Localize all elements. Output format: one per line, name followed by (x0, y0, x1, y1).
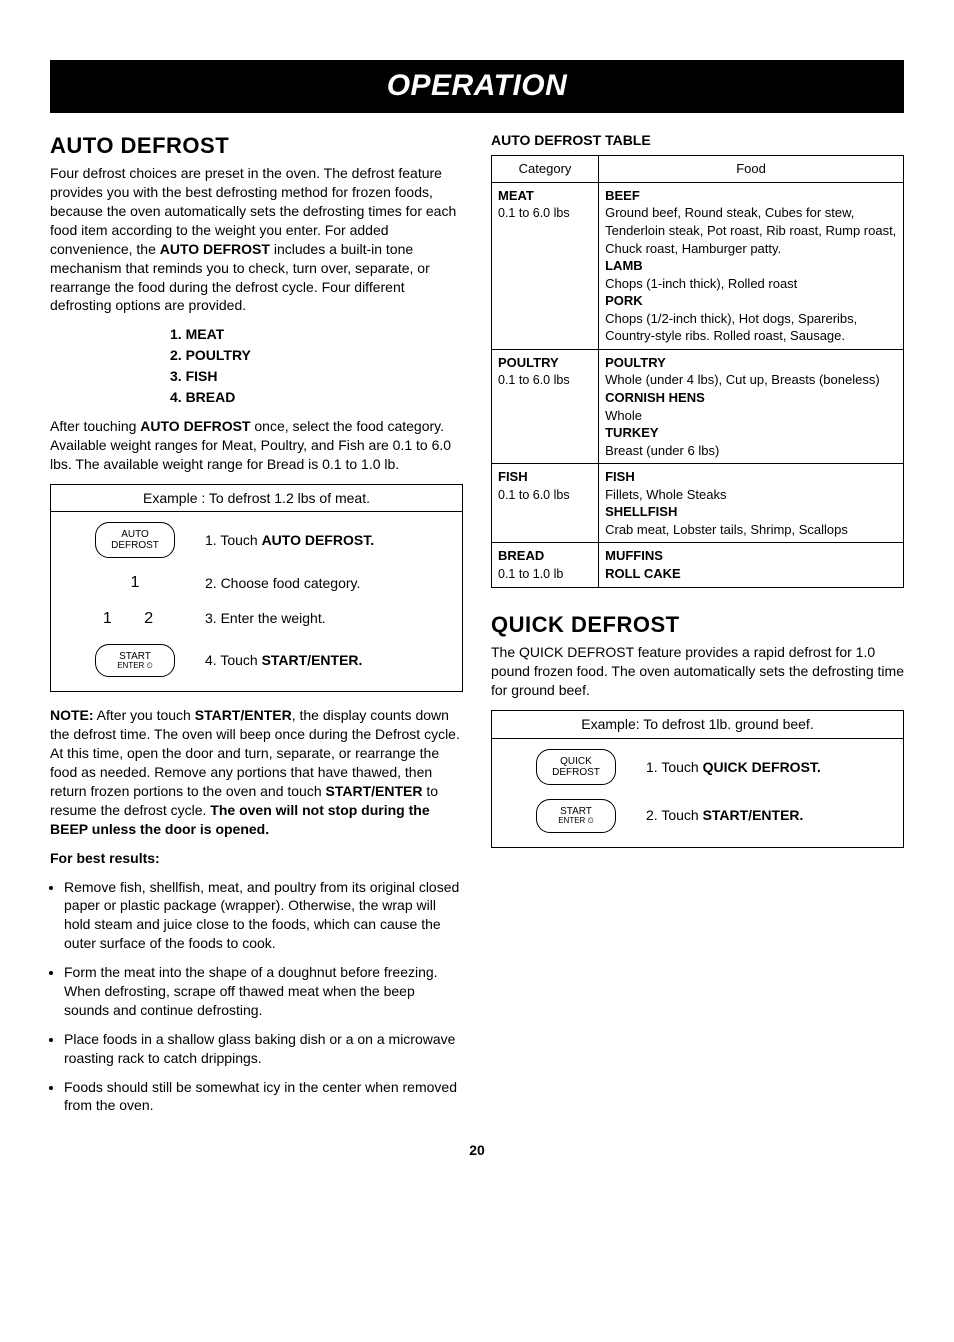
step-2-number: 1 (65, 572, 205, 594)
quick-defrost-example: Example: To defrost 1lb. ground beef. QU… (491, 710, 904, 848)
intro-bold: AUTO DEFROST (160, 241, 270, 257)
after-paragraph: After touching AUTO DEFROST once, select… (50, 417, 463, 474)
qd-step-2-text: 2. Touch START/ENTER. (646, 806, 889, 825)
tip-3: Place foods in a shallow glass baking di… (64, 1030, 463, 1068)
btn-auto-line2: DEFROST (106, 540, 164, 551)
quick-defrost-button-icon: QUICK DEFROST (536, 749, 616, 785)
th-category: Category (492, 156, 599, 183)
options-list: 1. MEAT 2. POULTRY 3. FISH 4. BREAD (170, 325, 463, 407)
table-row: POULTRY 0.1 to 6.0 lbs POULTRYWhole (unde… (492, 349, 904, 463)
intro-paragraph: Four defrost choices are preset in the o… (50, 164, 463, 315)
auto-defrost-heading: AUTO DEFROST (50, 131, 463, 161)
btn-start-line2: ENTER ⏲ (106, 662, 164, 671)
quick-defrost-intro: The QUICK DEFROST feature provides a rap… (491, 643, 904, 700)
banner-title: OPERATION (50, 60, 904, 113)
option-4: 4. BREAD (170, 388, 463, 407)
tip-1: Remove fish, shellfish, meat, and poultr… (64, 878, 463, 954)
start-enter-button-icon-2: START ENTER ⏲ (536, 799, 616, 833)
step-1-text: 1. Touch AUTO DEFROST. (205, 531, 448, 550)
note-b1: START/ENTER (195, 707, 292, 723)
option-2: 2. POULTRY (170, 346, 463, 365)
table-label: AUTO DEFROST TABLE (491, 131, 904, 150)
th-food: Food (599, 156, 904, 183)
catsub-fish: 0.1 to 6.0 lbs (498, 488, 570, 502)
cat-meat: MEAT (498, 188, 534, 203)
step-3-number: 1 2 (65, 608, 205, 630)
step-2-text: 2. Choose food category. (205, 574, 448, 593)
best-results-label: For best results: (50, 849, 463, 868)
option-1: 1. MEAT (170, 325, 463, 344)
note-1: After you touch (94, 707, 195, 723)
catsub-bread: 0.1 to 1.0 lb (498, 567, 563, 581)
tip-2: Form the meat into the shape of a doughn… (64, 963, 463, 1020)
note-b2: START/ENTER (326, 783, 423, 799)
food-bread: MUFFINSROLL CAKE (599, 543, 904, 587)
note-label: NOTE: (50, 707, 94, 723)
step-4-text: 4. Touch START/ENTER. (205, 651, 448, 670)
auto-defrost-example: Example : To defrost 1.2 lbs of meat. AU… (50, 484, 463, 693)
tip-4: Foods should still be somewhat icy in th… (64, 1078, 463, 1116)
table-row: FISH 0.1 to 6.0 lbs FISHFillets, Whole St… (492, 464, 904, 543)
example-title: Example : To defrost 1.2 lbs of meat. (51, 485, 462, 513)
auto-defrost-button-icon: AUTO DEFROST (95, 522, 175, 558)
qd-step-1-text: 1. Touch QUICK DEFROST. (646, 758, 889, 777)
page-number: 20 (50, 1141, 904, 1160)
catsub-meat: 0.1 to 6.0 lbs (498, 206, 570, 220)
food-fish: FISHFillets, Whole SteaksSHELLFISHCrab m… (599, 464, 904, 543)
note-paragraph: NOTE: After you touch START/ENTER, the d… (50, 706, 463, 838)
food-poultry: POULTRYWhole (under 4 lbs), Cut up, Brea… (599, 349, 904, 463)
defrost-table: Category Food MEAT 0.1 to 6.0 lbs BEEFGro… (491, 155, 904, 587)
start-enter-button-icon: START ENTER ⏲ (95, 644, 175, 678)
right-column: AUTO DEFROST TABLE Category Food MEAT 0.1… (491, 131, 904, 1126)
catsub-poultry: 0.1 to 6.0 lbs (498, 373, 570, 387)
tips-list: Remove fish, shellfish, meat, and poultr… (50, 878, 463, 1116)
step-3-text: 3. Enter the weight. (205, 609, 448, 628)
btn-start-line1: START (106, 651, 164, 662)
food-meat: BEEFGround beef, Round steak, Cubes for … (599, 182, 904, 349)
left-column: AUTO DEFROST Four defrost choices are pr… (50, 131, 463, 1126)
cat-bread: BREAD (498, 548, 544, 563)
quick-defrost-heading: QUICK DEFROST (491, 610, 904, 640)
after-text-1: After touching (50, 418, 140, 434)
qd-btn-line2: DEFROST (547, 767, 605, 778)
table-row: MEAT 0.1 to 6.0 lbs BEEFGround beef, Roun… (492, 182, 904, 349)
qd-btn-line1: QUICK (547, 756, 605, 767)
option-3: 3. FISH (170, 367, 463, 386)
qd-start-line2: ENTER ⏲ (547, 817, 605, 826)
btn-auto-line1: AUTO (106, 529, 164, 540)
cat-fish: FISH (498, 469, 528, 484)
qd-example-title: Example: To defrost 1lb. ground beef. (492, 711, 903, 739)
cat-poultry: POULTRY (498, 355, 559, 370)
after-bold: AUTO DEFROST (140, 418, 250, 434)
table-row: BREAD 0.1 to 1.0 lb MUFFINSROLL CAKE (492, 543, 904, 587)
